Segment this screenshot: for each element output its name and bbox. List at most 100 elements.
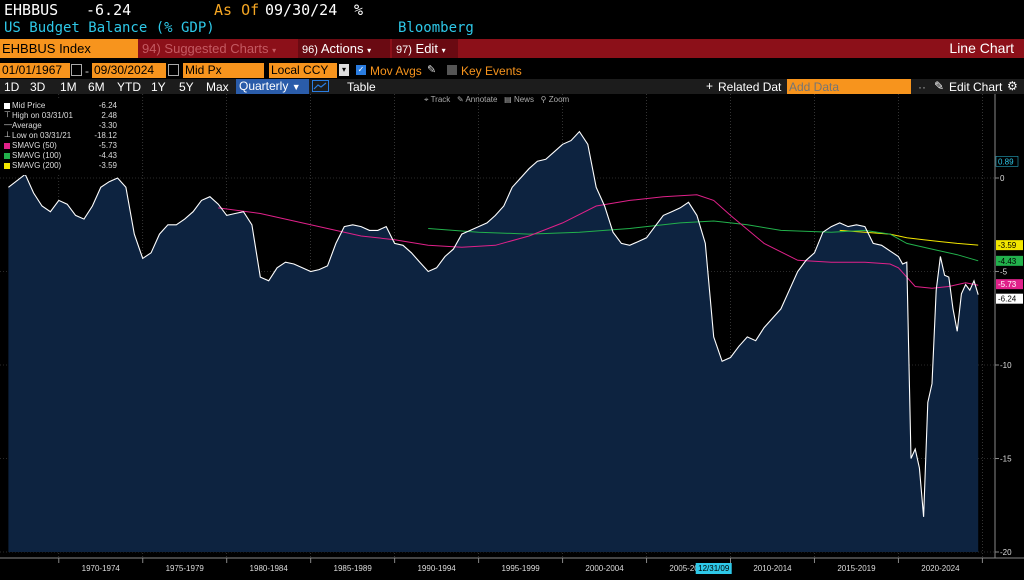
value-tag-box — [996, 255, 1023, 266]
actions-menu[interactable]: 96) Actions ▾ — [298, 39, 390, 58]
periods-row: 1D 3D 1M 6M YTD 1Y 5Y Max Quarterly ▼ Ta… — [0, 79, 1024, 94]
annotate-tool[interactable]: Annotate — [465, 95, 498, 104]
legend-item: ⊥ Low on 03/31/21 -18.12 — [3, 130, 120, 141]
series-line-smavg-100- — [428, 220, 979, 262]
key-events-label: Key Events — [461, 64, 522, 78]
track-tool[interactable]: Track — [430, 95, 451, 104]
table-button[interactable]: Table — [347, 80, 376, 94]
value-tag-label: -4.43 — [998, 257, 1017, 266]
edit-num: 97) — [396, 44, 412, 56]
period-1y[interactable]: 1Y — [151, 80, 166, 94]
legend-label: SMAVG (200) — [12, 161, 62, 170]
calendar-icon[interactable] — [168, 64, 179, 76]
chevron-down-icon: ▾ — [367, 46, 372, 55]
actions-num: 96) — [302, 44, 318, 56]
add-data-input[interactable] — [787, 79, 911, 94]
legend-item: SMAVG (100) -4.43 — [3, 151, 120, 161]
header-row: EHBBUS -6.24 As Of 09/30/24 % — [0, 0, 1024, 20]
line-chart[interactable]: 0 -5 -10 -15 -20 1970-1974 1975-1979 1980-1984 1… — [0, 94, 1024, 576]
pencil-icon[interactable]: ✎ — [427, 64, 437, 76]
y-tick-label: -10 — [1000, 361, 1012, 370]
subheader-row: US Budget Balance (% GDP) Bloomberg — [0, 20, 1024, 38]
legend-swatch — [4, 163, 10, 169]
period-1d[interactable]: 1D — [4, 80, 20, 94]
related-data-button[interactable]: Related Dat — [718, 80, 782, 94]
x-tick-label: 1970-1974 — [82, 564, 121, 573]
hline-tag-box — [995, 156, 1019, 167]
security-field[interactable]: EHBBUS Index — [0, 39, 138, 58]
value-tag-box — [996, 240, 1023, 251]
mov-avgs-label: Mov Avgs — [370, 64, 422, 78]
as-of-date: 09/30/24 — [265, 1, 338, 19]
value-tag-box — [996, 293, 1023, 304]
line-chart-icon[interactable] — [312, 80, 329, 92]
series-line-smavg-50- — [218, 194, 979, 289]
legend-label: Low on 03/31/21 — [12, 131, 72, 140]
series-name: US Budget Balance (% GDP) — [4, 20, 215, 36]
x-tick-label: 2005-2009 — [669, 564, 708, 573]
edit-menu[interactable]: 97) Edit ▾ — [392, 39, 458, 58]
chart-type-label[interactable]: Line Chart — [949, 40, 1014, 56]
frequency-select[interactable]: Quarterly ▼ — [236, 79, 309, 94]
zoom-icon: ⚲ — [540, 95, 547, 104]
x-tick-label: 1980-1984 — [250, 564, 289, 573]
chart-legend: Mid Price -6.24 ⊤ High on 03/31/01 2.48 … — [3, 100, 120, 175]
news-icon: ▤ — [504, 95, 512, 104]
chevron-down-icon: ▾ — [441, 46, 446, 55]
x-tick-label: 1990-1994 — [417, 564, 456, 573]
x-tick-label: 2015-2019 — [837, 564, 876, 573]
x-tick-label: 1985-1989 — [334, 564, 373, 573]
suggested-charts-menu[interactable]: 94) Suggested Charts ▾ — [142, 39, 276, 58]
y-tick-label: -15 — [1000, 455, 1012, 464]
chevron-down-icon[interactable]: ▾ — [339, 64, 349, 76]
field-select[interactable]: Mid Px — [183, 63, 264, 78]
period-6m[interactable]: 6M — [88, 80, 105, 94]
period-5y[interactable]: 5Y — [179, 80, 194, 94]
params-row: 01/01/1967 - 09/30/2024 Mid Px Local CCY… — [0, 61, 1024, 80]
plus-icon[interactable]: + — [706, 79, 714, 93]
legend-value: 2.48 — [101, 111, 117, 120]
main-toolbar: EHBBUS Index 94) Suggested Charts ▾ 96) … — [0, 39, 1024, 58]
y-tick-label: 0 — [1000, 174, 1005, 183]
value-tag-label: -6.24 — [998, 295, 1017, 304]
high-marker-icon: ⊤ — [4, 110, 11, 119]
start-date-field[interactable]: 01/01/1967 — [0, 63, 70, 78]
end-date-field[interactable]: 09/30/2024 — [92, 63, 166, 78]
crosshair-icon: ⌖ — [424, 95, 429, 104]
key-events-checkbox[interactable] — [447, 65, 457, 75]
legend-label: Average — [12, 121, 42, 130]
mov-avgs-checkbox[interactable]: ✓ — [356, 65, 366, 75]
y-tick-label: -20 — [1000, 548, 1012, 557]
legend-swatch — [4, 153, 10, 159]
x-tick-label: 1995-1999 — [501, 564, 540, 573]
value-tag-label: -5.73 — [998, 280, 1017, 289]
legend-item: SMAVG (200) -3.59 — [3, 161, 120, 171]
currency-select[interactable]: Local CCY — [269, 63, 337, 78]
chart-area[interactable]: 0 -5 -10 -15 -20 1970-1974 1975-1979 1980-1984 1… — [0, 94, 1024, 576]
legend-value: -3.30 — [98, 121, 117, 130]
legend-value: -3.59 — [98, 161, 117, 170]
x-tick-label: 2010-2014 — [753, 564, 792, 573]
ellipsis-icon[interactable]: ·· — [918, 80, 926, 94]
legend-value: -18.12 — [94, 131, 117, 140]
frequency-label: Quarterly — [239, 79, 289, 93]
legend-value: -6.24 — [98, 101, 117, 110]
period-ytd[interactable]: YTD — [117, 80, 141, 94]
value-tag-box — [996, 279, 1023, 290]
legend-label: Mid Price — [12, 101, 46, 110]
unit-label: % — [354, 1, 364, 19]
legend-label: SMAVG (50) — [12, 141, 57, 150]
period-max[interactable]: Max — [206, 80, 229, 94]
pencil-icon[interactable]: ✎ — [934, 79, 945, 93]
legend-swatch — [4, 103, 10, 109]
legend-item: SMAVG (50) -5.73 — [3, 141, 120, 151]
gear-icon[interactable]: ⚙ — [1007, 79, 1018, 93]
period-3d[interactable]: 3D — [30, 80, 46, 94]
legend-item: ⊤ High on 03/31/01 2.48 — [3, 110, 120, 121]
period-1m[interactable]: 1M — [60, 80, 77, 94]
calendar-icon[interactable] — [71, 64, 82, 76]
zoom-tool[interactable]: Zoom — [548, 95, 570, 104]
edit-chart-button[interactable]: Edit Chart — [949, 80, 1003, 94]
date-separator: - — [85, 64, 89, 78]
news-tool[interactable]: News — [513, 95, 534, 104]
